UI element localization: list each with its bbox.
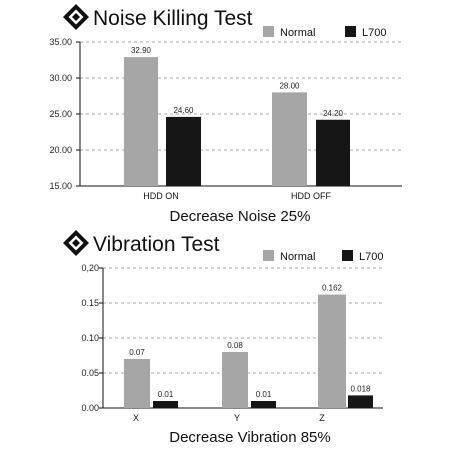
legend-swatch-l700 xyxy=(345,26,356,37)
vibration-bar-l700 xyxy=(251,401,276,408)
vibration-title: Vibration Test xyxy=(63,230,220,256)
noise-bar-normal xyxy=(272,92,307,186)
noise-legend: Normal L700 xyxy=(263,26,386,39)
noise-gridlines xyxy=(76,41,402,187)
vibration-caption: Decrease Vibration 85% xyxy=(169,429,330,446)
vibration-legend: Normal L700 xyxy=(263,250,383,263)
vibration-category-label-x: X xyxy=(133,413,139,423)
vibration-bars: 0.07 0.01 0.08 0.01 0.162 0.018 xyxy=(124,284,373,408)
vibration-data-label-l700: 0.01 xyxy=(256,390,272,399)
vibration-data-label-normal: 0.162 xyxy=(322,284,343,293)
vibration-bar-normal xyxy=(222,352,248,408)
noise-data-label-l700: 24.20 xyxy=(323,109,344,118)
noise-category-label-hdd-on: HDD ON xyxy=(143,191,179,201)
noise-y-tick-label: 25.00 xyxy=(49,109,72,119)
noise-bars: 32.90 24.60 28.00 24.20 xyxy=(124,46,350,187)
legend-label-l700: L700 xyxy=(362,27,386,39)
noise-data-label-normal: 32.90 xyxy=(131,46,152,55)
vibration-y-tick-label: 0.00 xyxy=(81,403,99,413)
vibration-bar-l700 xyxy=(348,395,373,408)
vibration-y-tick-label: 0.15 xyxy=(81,298,99,308)
vibration-data-label-normal: 0.07 xyxy=(129,348,145,357)
vibration-chart: Vibration Test Normal L700 0,20 0.15 0.1… xyxy=(63,230,383,446)
noise-y-tick-label: 20.00 xyxy=(49,145,72,155)
noise-data-label-normal: 28.00 xyxy=(279,81,300,90)
vibration-data-label-normal: 0.08 xyxy=(227,341,243,350)
noise-y-tick-label: 30.00 xyxy=(49,73,72,83)
legend-swatch-normal xyxy=(263,26,274,37)
noise-title-text: Noise Killing Test xyxy=(93,7,253,30)
vibration-bar-l700 xyxy=(153,401,178,408)
diamond-icon xyxy=(63,230,89,256)
noise-category-label-hdd-off: HDD OFF xyxy=(291,191,331,201)
vibration-y-tick-labels: 0,20 0.15 0.10 0.05 0.00 xyxy=(81,263,99,413)
noise-bar-l700 xyxy=(166,116,201,186)
vibration-bar-normal xyxy=(124,359,150,408)
vibration-y-tick-label: 0,20 xyxy=(81,263,99,273)
vibration-y-tick-label: 0.10 xyxy=(81,333,99,343)
vibration-y-tick-label: 0.05 xyxy=(81,368,99,378)
legend-label-normal: Normal xyxy=(280,27,315,39)
vibration-data-label-l700: 0.018 xyxy=(350,384,371,393)
vibration-category-labels: X Y Z xyxy=(133,413,325,423)
legend-label-l700: L700 xyxy=(359,251,383,263)
noise-chart: Noise Killing Test Normal L700 35.00 30.… xyxy=(49,4,402,225)
noise-y-tick-labels: 35.00 30.00 25.00 20.00 15.00 xyxy=(49,37,72,191)
noise-caption: Decrease Noise 25% xyxy=(170,208,311,225)
diamond-icon xyxy=(63,4,89,30)
noise-bar-l700 xyxy=(316,119,350,186)
noise-data-label-l700: 24.60 xyxy=(173,106,194,115)
noise-y-tick-label: 35.00 xyxy=(49,37,72,47)
legend-swatch-normal xyxy=(263,250,274,261)
vibration-title-text: Vibration Test xyxy=(93,233,220,256)
noise-bar-normal xyxy=(124,57,158,187)
noise-title: Noise Killing Test xyxy=(63,4,253,30)
vibration-category-label-z: Z xyxy=(319,413,325,423)
vibration-bar-normal xyxy=(318,294,346,408)
legend-label-normal: Normal xyxy=(280,251,315,263)
noise-y-tick-label: 15.00 xyxy=(49,181,72,191)
legend-swatch-l700 xyxy=(342,250,353,261)
vibration-category-label-y: Y xyxy=(234,413,240,423)
vibration-data-label-l700: 0.01 xyxy=(158,390,174,399)
noise-category-labels: HDD ON HDD OFF xyxy=(143,191,331,201)
